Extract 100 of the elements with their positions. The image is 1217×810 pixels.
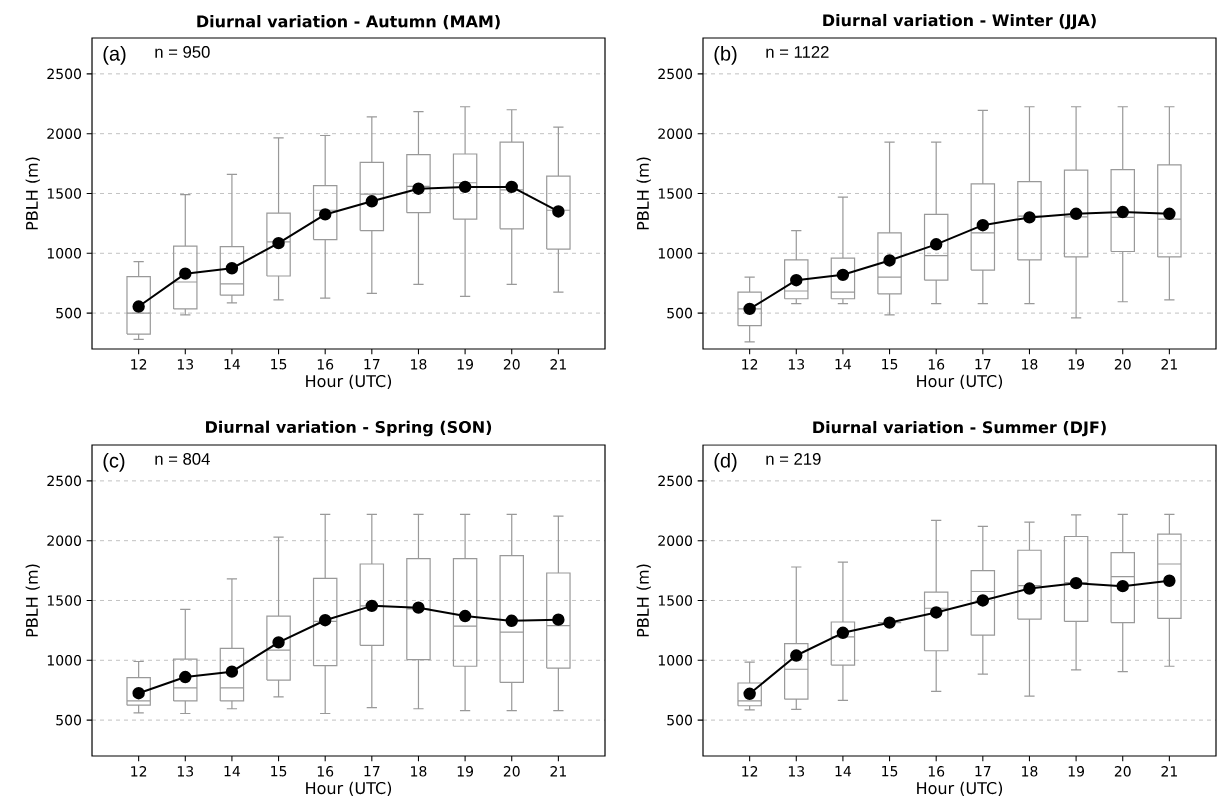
chart-title: Diurnal variation - Spring (SON) <box>206 420 492 437</box>
point <box>365 599 379 613</box>
point <box>458 609 472 623</box>
point <box>976 218 990 232</box>
point <box>318 614 332 627</box>
x-tick-label: 21 <box>1161 766 1177 777</box>
point <box>836 626 850 639</box>
x-tick-label: 21 <box>1161 359 1177 370</box>
y-tick-label: 2000 <box>658 535 693 546</box>
annotation: n = 804 <box>155 453 210 465</box>
x-tick-label: 18 <box>411 359 427 370</box>
y-tick-label: 1500 <box>47 595 82 606</box>
y-tick-label: 500 <box>667 714 693 726</box>
x-tick-label: 19 <box>1068 766 1085 777</box>
point <box>976 594 990 607</box>
y-tick-label: 2000 <box>47 535 82 546</box>
point <box>1069 207 1083 221</box>
x-tick-label: 15 <box>271 359 287 370</box>
point <box>365 195 379 208</box>
point <box>1069 576 1083 590</box>
x-tick-label: 18 <box>411 766 427 777</box>
x-tick-label: 12 <box>131 766 147 777</box>
point <box>505 180 518 194</box>
chart-title: Diurnal variation - Summer (DJF) <box>813 420 1106 437</box>
annotation: n = 1122 <box>766 46 829 58</box>
x-tick-label: 17 <box>975 359 991 370</box>
y-tick-label: 500 <box>56 307 82 319</box>
x-tick-label: 12 <box>742 766 758 777</box>
x-tick-label: 18 <box>1022 359 1038 370</box>
annotation: (b) <box>714 46 737 65</box>
point <box>1023 582 1036 595</box>
x-tick-label: 13 <box>177 359 194 370</box>
x-tick-label: 21 <box>550 766 566 777</box>
point <box>790 274 803 287</box>
x-tick-label: 16 <box>317 766 334 777</box>
x-tick-label: 16 <box>928 766 945 777</box>
annotation: n = 950 <box>155 46 210 58</box>
point <box>132 686 145 700</box>
x-tick-label: 19 <box>1068 359 1085 370</box>
y-tick-label: 2500 <box>658 475 693 487</box>
y-tick-label: 2000 <box>658 128 693 139</box>
point <box>552 613 565 626</box>
point <box>272 236 285 250</box>
point <box>132 300 145 313</box>
y-axis-title: PBLH (m) <box>25 157 40 230</box>
point <box>225 262 239 275</box>
x-tick-label: 14 <box>835 359 852 370</box>
x-tick-label: 17 <box>975 766 991 777</box>
y-tick-label: 1500 <box>658 595 693 606</box>
x-tick-label: 17 <box>364 359 380 370</box>
x-tick-label: 19 <box>457 766 474 777</box>
x-tick-label: 13 <box>788 766 805 777</box>
point <box>883 254 896 267</box>
point <box>505 614 518 628</box>
x-tick-label: 20 <box>1114 766 1131 777</box>
x-axis-title: Hour (UTC) <box>917 781 1003 797</box>
y-tick-label: 1500 <box>658 188 693 199</box>
x-tick-label: 14 <box>224 359 241 370</box>
point <box>1116 579 1129 593</box>
y-tick-label: 2500 <box>47 68 82 80</box>
x-tick-label: 15 <box>882 359 898 370</box>
y-tick-label: 500 <box>56 714 82 726</box>
point <box>743 687 756 700</box>
point <box>412 182 425 195</box>
annotation: (d) <box>714 453 737 472</box>
y-axis-title: PBLH (m) <box>636 564 651 637</box>
y-tick-label: 1000 <box>658 655 693 666</box>
x-tick-label: 13 <box>788 359 805 370</box>
point <box>225 665 239 678</box>
y-tick-label: 1000 <box>47 655 82 666</box>
y-tick-label: 1000 <box>658 248 693 259</box>
x-tick-label: 16 <box>928 359 945 370</box>
x-tick-label: 15 <box>882 766 898 777</box>
point <box>743 302 756 316</box>
y-tick-label: 2000 <box>47 128 82 139</box>
point <box>179 267 192 280</box>
point <box>1023 211 1036 224</box>
x-axis-title: Hour (UTC) <box>306 374 392 390</box>
x-tick-label: 14 <box>835 766 852 777</box>
y-tick-label: 500 <box>667 307 693 319</box>
point <box>458 180 472 194</box>
x-tick-label: 18 <box>1022 766 1038 777</box>
y-tick-label: 1000 <box>47 248 82 259</box>
point <box>1116 205 1129 219</box>
x-tick-label: 19 <box>457 359 474 370</box>
x-tick-label: 12 <box>742 359 758 370</box>
point <box>1163 207 1176 221</box>
x-tick-label: 13 <box>177 766 194 777</box>
x-tick-label: 21 <box>550 359 566 370</box>
point <box>929 238 943 251</box>
point <box>318 208 332 221</box>
x-tick-label: 15 <box>271 766 287 777</box>
x-tick-label: 12 <box>131 359 147 370</box>
point <box>552 205 565 218</box>
y-tick-label: 2500 <box>47 475 82 487</box>
y-axis-title: PBLH (m) <box>25 564 40 637</box>
x-tick-label: 16 <box>317 359 334 370</box>
x-tick-label: 20 <box>503 359 520 370</box>
point <box>272 636 285 649</box>
annotation: n = 219 <box>766 453 821 465</box>
